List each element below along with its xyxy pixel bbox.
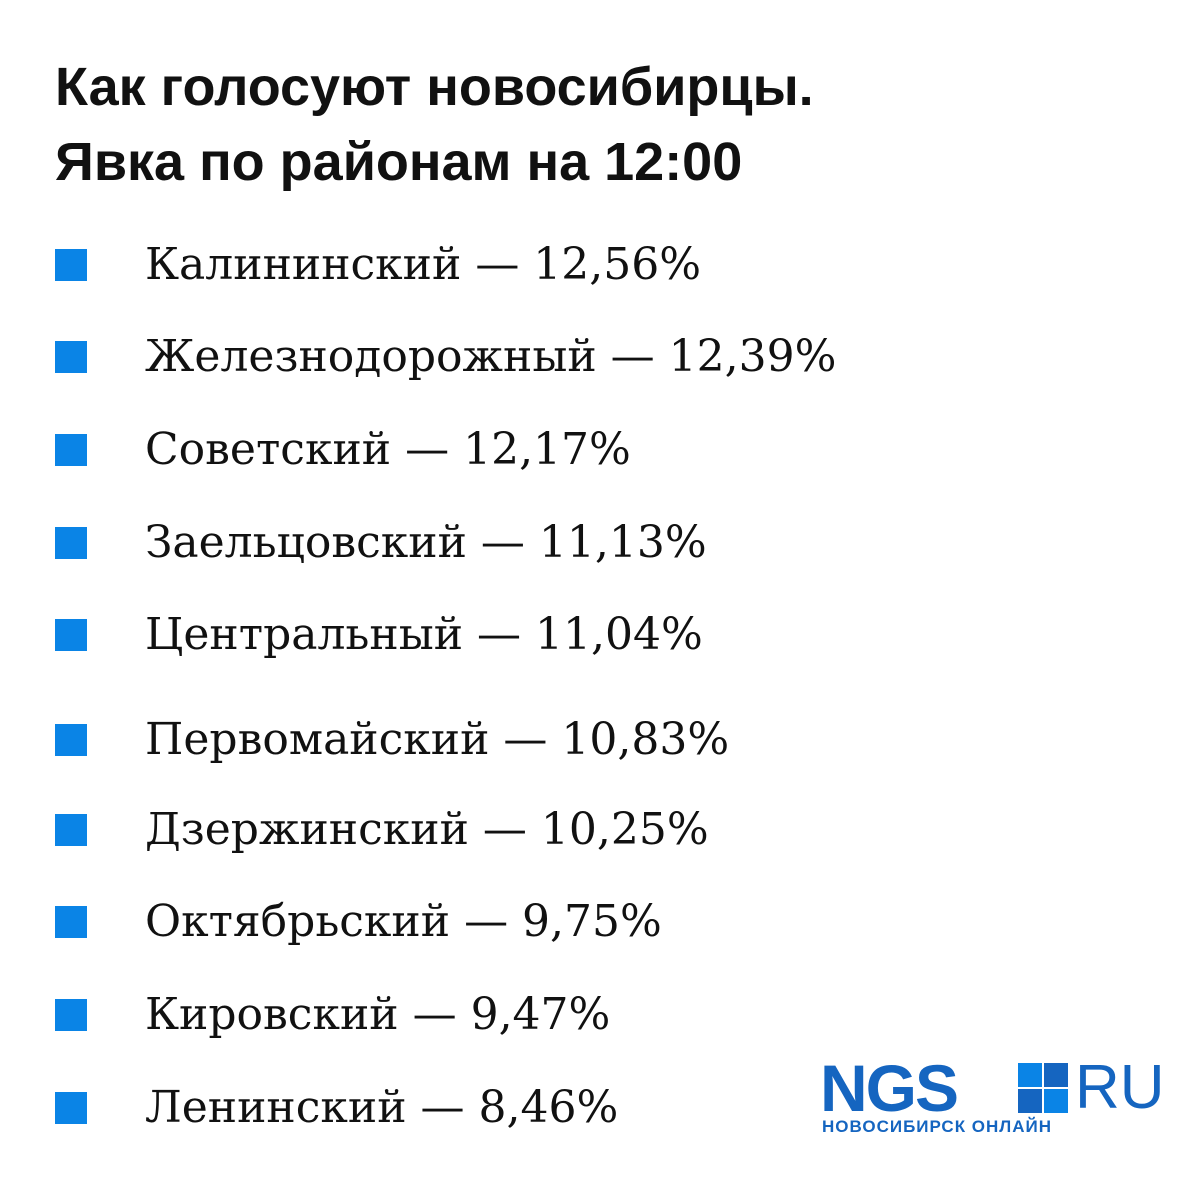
district-item: Железнодорожный — 12,39% <box>0 327 1000 387</box>
bullet <box>55 814 87 846</box>
bullet <box>55 999 87 1031</box>
bullet <box>55 341 87 373</box>
district-item: Центральный — 11,04% <box>0 605 1000 665</box>
bullet <box>55 724 87 756</box>
district-label: Заельцовский — 11,13% <box>145 517 707 568</box>
logo-block <box>1044 1063 1068 1087</box>
bullet <box>55 434 87 466</box>
logo-block <box>1018 1089 1042 1113</box>
logo-domain: RU <box>1075 1053 1165 1122</box>
district-label: Советский — 12,17% <box>145 424 631 475</box>
district-label: Кировский — 9,47% <box>145 989 611 1040</box>
district-item: Кировский — 9,47% <box>0 985 1000 1045</box>
district-label: Первомайский — 10,83% <box>145 714 730 765</box>
district-label: Железнодорожный — 12,39% <box>145 331 837 382</box>
district-item: Калининский — 12,56% <box>0 235 1000 295</box>
logo: NGS RU НОВОСИБИРСК ОНЛАЙН <box>820 1055 1180 1145</box>
logo-block <box>1044 1089 1068 1113</box>
district-item: Дзержинский — 10,25% <box>0 800 1000 860</box>
bullet <box>55 1092 87 1124</box>
bullet <box>55 249 87 281</box>
district-item: Заельцовский — 11,13% <box>0 513 1000 573</box>
district-label: Октябрьский — 9,75% <box>145 896 662 947</box>
district-item: Первомайский — 10,83% <box>0 710 1000 770</box>
district-item: Советский — 12,17% <box>0 420 1000 480</box>
logo-tagline: НОВОСИБИРСК ОНЛАЙН <box>822 1117 1053 1136</box>
district-label: Калининский — 12,56% <box>145 239 702 290</box>
bullet <box>55 906 87 938</box>
district-label: Ленинский — 8,46% <box>145 1082 619 1133</box>
district-label: Дзержинский — 10,25% <box>145 804 709 855</box>
logo-brand: NGS <box>820 1051 959 1125</box>
district-label: Центральный — 11,04% <box>145 609 703 660</box>
logo-block <box>1018 1063 1042 1087</box>
bullet <box>55 619 87 651</box>
title-line: Явка по районам на 12:00 <box>55 132 743 192</box>
district-item: Октябрьский — 9,75% <box>0 892 1000 952</box>
title-line: Как голосуют новосибирцы. <box>55 57 814 117</box>
bullet <box>55 527 87 559</box>
district-item: Ленинский — 8,46% <box>0 1078 1000 1138</box>
